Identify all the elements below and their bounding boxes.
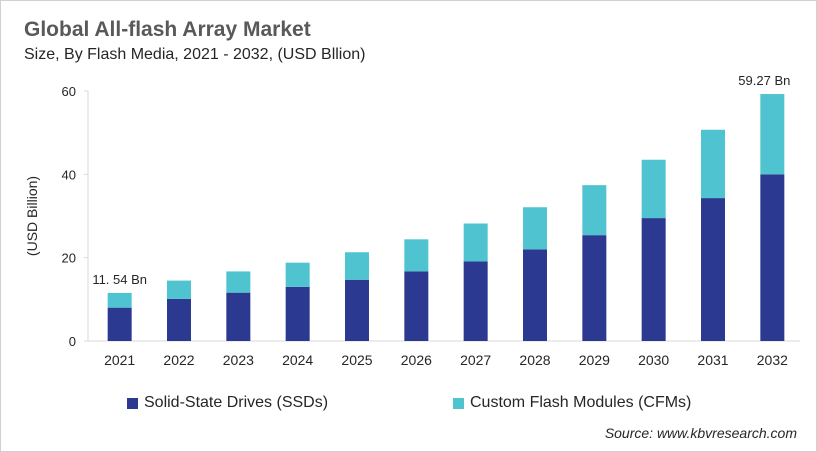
- y-tick-label: 60: [62, 84, 76, 99]
- legend-swatch-ssd: [127, 397, 138, 409]
- y-tick-label: 0: [69, 334, 76, 349]
- bar-cfm-2026: [404, 239, 429, 272]
- bar-ssd-2024: [285, 286, 310, 341]
- bar-cfm-2023: [226, 271, 251, 293]
- y-axis-label: (USD Billion): [24, 176, 40, 256]
- bar-cfm-2024: [285, 262, 310, 287]
- bar-ssd-2030: [641, 218, 666, 341]
- bar-ssd-2031: [701, 198, 725, 341]
- x-tick-label: 2022: [163, 352, 194, 368]
- bar-cfm-2029: [582, 185, 607, 236]
- bar-cfm-2030: [641, 159, 666, 219]
- bar-ssd-2022: [167, 298, 191, 341]
- bar-ssd-2026: [404, 271, 429, 341]
- legend-item-cfm: Custom Flash Modules (CFMs): [453, 394, 691, 412]
- bar-ssd-2028: [523, 249, 547, 341]
- bar-ssd-2027: [463, 261, 488, 341]
- bar-cfm-2025: [345, 252, 369, 280]
- bar-cfm-2021: [107, 292, 132, 308]
- x-tick-label: 2030: [638, 352, 669, 368]
- x-tick-label: 2026: [401, 352, 432, 368]
- x-tick-label: 2023: [223, 352, 254, 368]
- x-tick-label: 2029: [579, 352, 610, 368]
- data-label: 59.27 Bn: [738, 73, 790, 88]
- legend-swatch-cfm: [453, 397, 464, 409]
- bar-ssd-2021: [107, 307, 132, 341]
- legend-item-ssd: Solid-State Drives (SSDs): [127, 394, 328, 412]
- bar-cfm-2022: [167, 280, 191, 299]
- x-tick-label: 2027: [460, 352, 491, 368]
- legend-label-ssd: Solid-State Drives (SSDs): [144, 394, 329, 411]
- bar-cfm-2027: [463, 223, 488, 262]
- chart-title: Global All-flash Array Market: [24, 18, 311, 41]
- x-tick-label: 2031: [697, 352, 728, 368]
- data-label: 11. 54 Bn: [92, 272, 147, 287]
- x-tick-label: 2028: [519, 352, 550, 368]
- x-tick-label: 2024: [282, 352, 313, 368]
- x-tick-label: 2021: [104, 352, 135, 368]
- y-tick-label: 40: [62, 167, 76, 182]
- bar-cfm-2031: [701, 129, 725, 199]
- bar-cfm-2032: [760, 94, 785, 175]
- y-tick-label: 20: [62, 251, 76, 266]
- bar-ssd-2023: [226, 292, 251, 341]
- bar-ssd-2029: [582, 235, 607, 341]
- x-tick-label: 2025: [341, 352, 372, 368]
- source-note: Source: www.kbvresearch.com: [604, 425, 797, 441]
- bar-ssd-2025: [345, 279, 369, 341]
- bar-cfm-2028: [523, 207, 547, 250]
- bar-ssd-2032: [760, 174, 785, 341]
- x-tick-label: 2032: [757, 352, 788, 368]
- chart-subtitle: Size, By Flash Media, 2021 - 2032, (USD …: [24, 46, 366, 63]
- legend-label-cfm: Custom Flash Modules (CFMs): [470, 394, 692, 411]
